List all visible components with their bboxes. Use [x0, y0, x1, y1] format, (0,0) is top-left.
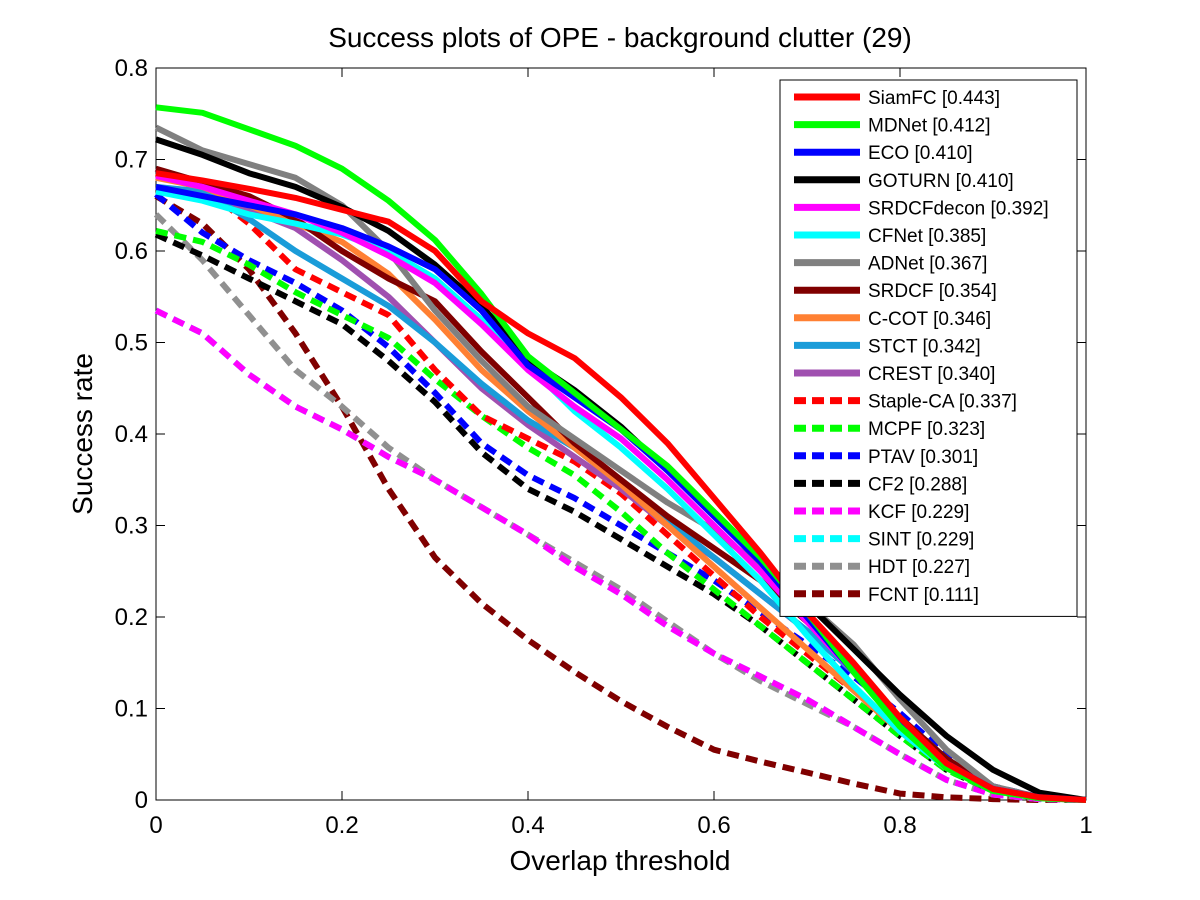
legend-label: SRDCFdecon [0.392]	[868, 198, 1049, 219]
series-layer	[153, 104, 1087, 803]
legend-label: CF2 [0.288]	[868, 474, 967, 495]
legend-label: GOTURN [0.410]	[868, 171, 1014, 192]
y-tick-label: 0.3	[115, 513, 148, 540]
y-tick-label: 0.2	[115, 604, 148, 631]
legend-label: HDT [0.227]	[868, 557, 970, 578]
legend-label: ADNet [0.367]	[868, 254, 987, 275]
legend-label: ECO [0.410]	[868, 143, 973, 164]
x-tick-label: 0.4	[511, 812, 544, 839]
legend-label: CFNet [0.385]	[868, 226, 986, 247]
series-line-2	[155, 104, 1087, 803]
series-line-1	[155, 170, 1087, 803]
legend-label: C-COT [0.346]	[868, 309, 991, 330]
legend-label: KCF [0.229]	[868, 502, 969, 523]
y-axis-label: Success rate	[67, 353, 98, 515]
legend-label: SiamFC [0.443]	[868, 88, 1000, 109]
legend-label: Staple-CA [0.337]	[868, 392, 1017, 413]
y-tick-label: 0.1	[115, 696, 148, 723]
y-tick-label: 0.4	[115, 421, 148, 448]
x-tick-label: 0.6	[697, 812, 730, 839]
series-line-14	[154, 191, 1087, 803]
legend-label: MDNet [0.412]	[868, 116, 991, 137]
axis-ticks: 0 0.2 0.4 0.6 0.8 1 0 0.1 0.2 0.3 0.4 0.5 0.6 0.7 0.8	[115, 55, 1093, 839]
series-line-7	[154, 124, 1087, 803]
x-tick-label: 0.8	[883, 812, 916, 839]
x-tick-label: 0	[149, 812, 162, 839]
legend-label: MCPF [0.323]	[868, 419, 985, 440]
x-tick-label: 0.2	[325, 812, 358, 839]
y-tick-label: 0.7	[115, 147, 148, 174]
legend-label: CREST [0.340]	[868, 364, 995, 385]
x-tick-label: 1	[1079, 812, 1092, 839]
x-axis-label: Overlap threshold	[509, 845, 730, 876]
legend-label: FCNT [0.111]	[868, 585, 979, 606]
y-tick-label: 0.6	[115, 238, 148, 265]
legend-label: PTAV [0.301]	[868, 447, 978, 468]
y-tick-label: 0	[135, 787, 148, 814]
series-line-18	[153, 212, 1087, 803]
legend-label: SINT [0.229]	[868, 530, 974, 551]
legend: SiamFC [0.443] MDNet [0.412] ECO [0.410] GO…	[779, 79, 1078, 617]
legend-label: STCT [0.342]	[868, 336, 981, 357]
legend-label: SRDCF [0.354]	[868, 281, 997, 302]
y-tick-label: 0.8	[115, 55, 148, 82]
chart-title: Success plots of OPE - background clutte…	[328, 22, 912, 53]
series-line-16	[154, 307, 1087, 803]
y-tick-label: 0.5	[115, 330, 148, 357]
